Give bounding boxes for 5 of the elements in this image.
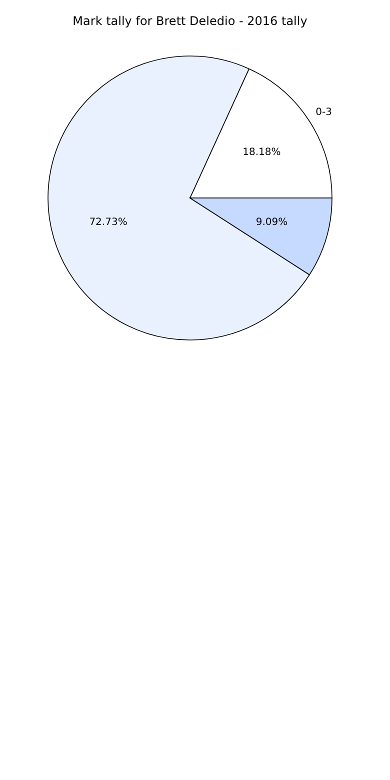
data-label: 72.73% [89,217,128,228]
data-label: 9.09% [256,217,288,228]
data-label: 18.18% [242,146,281,158]
slice-label: 0-3 [316,107,332,118]
chart-title: Mark tally for Brett Deledio - 2016 tally [72,14,308,28]
